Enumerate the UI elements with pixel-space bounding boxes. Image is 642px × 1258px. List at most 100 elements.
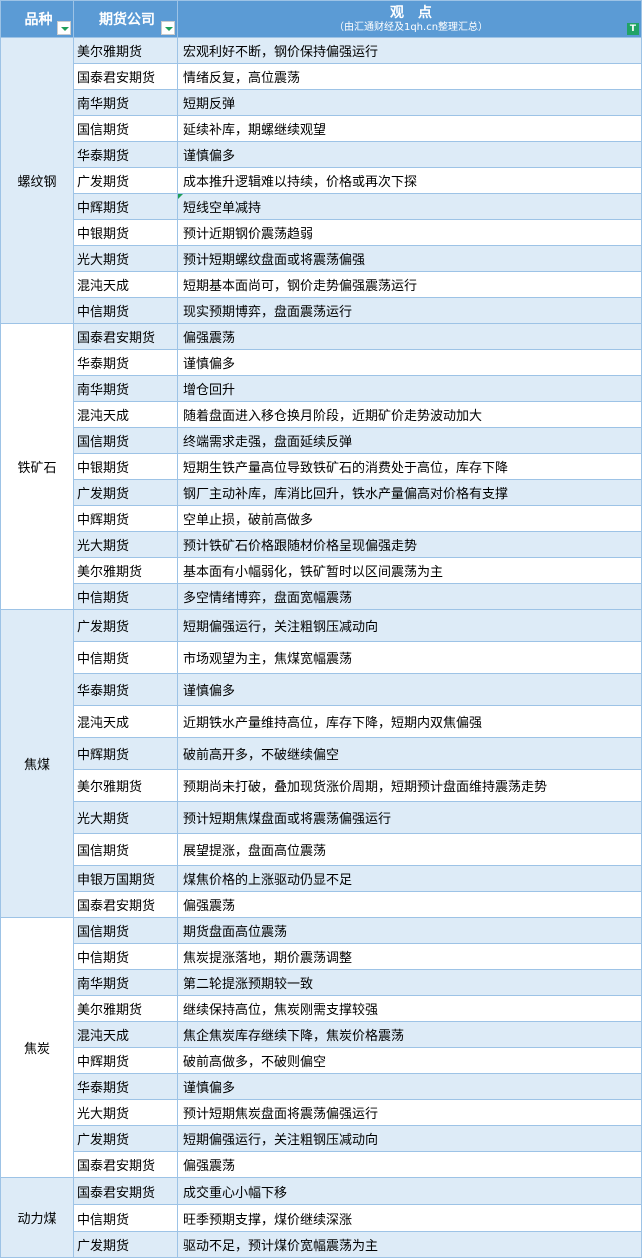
view-cell[interactable]: 市场观望为主，焦煤宽幅震荡 (177, 641, 642, 674)
view-cell[interactable]: 偏强震荡 (177, 323, 642, 350)
company-cell[interactable]: 混沌天成 (73, 705, 178, 738)
company-cell[interactable]: 广发期货 (73, 1125, 178, 1152)
view-cell[interactable]: 驱动不足，预计煤价宽幅震荡为主 (177, 1231, 642, 1258)
view-cell[interactable]: 谨慎偏多 (177, 673, 642, 706)
view-cell[interactable]: 预计铁矿石价格跟随材价格呈现偏强走势 (177, 531, 642, 558)
view-cell[interactable]: 偏强震荡 (177, 1151, 642, 1178)
view-cell[interactable]: 谨慎偏多 (177, 349, 642, 376)
view-cell[interactable]: 偏强震荡 (177, 891, 642, 918)
view-cell[interactable]: 预计近期钢价震荡趋弱 (177, 219, 642, 246)
company-cell[interactable]: 美尔雅期货 (73, 557, 178, 584)
view-cell[interactable]: 短线空单减持 (177, 193, 642, 220)
view-cell[interactable]: 第二轮提涨预期较一致 (177, 969, 642, 996)
view-cell[interactable]: 短期反弹 (177, 89, 642, 116)
company-cell[interactable]: 光大期货 (73, 245, 178, 272)
company-cell[interactable]: 中信期货 (73, 297, 178, 324)
company-cell[interactable]: 中辉期货 (73, 737, 178, 770)
table-row: 光大期货 预计短期焦炭盘面将震荡偏强运行 (1, 1099, 642, 1126)
view-cell[interactable]: 预期尚未打破，叠加现货涨价周期，短期预计盘面维持震荡走势 (177, 769, 642, 802)
view-cell[interactable]: 继续保持高位，焦炭刚需支撑较强 (177, 995, 642, 1022)
view-cell[interactable]: 旺季预期支撑，煤价继续深涨 (177, 1204, 642, 1232)
company-cell[interactable]: 中银期货 (73, 219, 178, 246)
view-cell[interactable]: 谨慎偏多 (177, 1073, 642, 1100)
company-cell[interactable]: 广发期货 (73, 1231, 178, 1258)
table-row: 中银期货 预计近期钢价震荡趋弱 (1, 219, 642, 246)
view-cell[interactable]: 终端需求走强，盘面延续反弹 (177, 427, 642, 454)
view-cell[interactable]: 成交重心小幅下移 (177, 1177, 642, 1205)
company-cell[interactable]: 光大期货 (73, 531, 178, 558)
company-cell[interactable]: 中信期货 (73, 943, 178, 970)
view-cell[interactable]: 增仓回升 (177, 375, 642, 402)
company-cell[interactable]: 中银期货 (73, 453, 178, 480)
filter-icon[interactable]: T (627, 23, 639, 35)
company-cell[interactable]: 华泰期货 (73, 349, 178, 376)
view-cell[interactable]: 破前高开多，不破继续偏空 (177, 737, 642, 770)
view-cell[interactable]: 预计短期螺纹盘面或将震荡偏强 (177, 245, 642, 272)
view-cell[interactable]: 短期偏强运行，关注粗钢压减动向 (177, 609, 642, 642)
company-cell[interactable]: 南华期货 (73, 89, 178, 116)
company-cell[interactable]: 混沌天成 (73, 271, 178, 298)
view-cell[interactable]: 短期生铁产量高位导致铁矿石的消费处于高位，库存下降 (177, 453, 642, 480)
view-cell[interactable]: 钢厂主动补库，库消比回升，铁水产量偏高对价格有支撑 (177, 479, 642, 506)
view-cell[interactable]: 焦炭提涨落地，期价震荡调整 (177, 943, 642, 970)
table-row: 光大期货 预计短期螺纹盘面或将震荡偏强 (1, 245, 642, 272)
company-cell[interactable]: 中信期货 (73, 1204, 178, 1232)
view-cell[interactable]: 延续补库，期螺继续观望 (177, 115, 642, 142)
company-cell[interactable]: 广发期货 (73, 609, 178, 642)
company-cell[interactable]: 广发期货 (73, 167, 178, 194)
company-cell[interactable]: 光大期货 (73, 801, 178, 834)
company-cell[interactable]: 南华期货 (73, 375, 178, 402)
view-cell[interactable]: 煤焦价格的上涨驱动仍显不足 (177, 865, 642, 892)
company-cell[interactable]: 国泰君安期货 (73, 63, 178, 90)
view-cell[interactable]: 随着盘面进入移仓换月阶段，近期矿价走势波动加大 (177, 401, 642, 428)
company-cell[interactable]: 光大期货 (73, 1099, 178, 1126)
view-cell[interactable]: 成本推升逻辑难以持续，价格或再次下探 (177, 167, 642, 194)
view-cell[interactable]: 现实预期博弈，盘面震荡运行 (177, 297, 642, 324)
view-cell[interactable]: 展望提涨，盘面高位震荡 (177, 833, 642, 866)
table-row: 中银期货 短期生铁产量高位导致铁矿石的消费处于高位，库存下降 (1, 453, 642, 480)
company-cell[interactable]: 美尔雅期货 (73, 995, 178, 1022)
view-cell[interactable]: 空单止损，破前高做多 (177, 505, 642, 532)
company-cell[interactable]: 华泰期货 (73, 1073, 178, 1100)
company-cell[interactable]: 美尔雅期货 (73, 769, 178, 802)
view-cell[interactable]: 焦企焦炭库存继续下降，焦炭价格震荡 (177, 1021, 642, 1048)
company-cell[interactable]: 中信期货 (73, 641, 178, 674)
company-cell[interactable]: 国信期货 (73, 115, 178, 142)
table-row: 混沌天成 随着盘面进入移仓换月阶段，近期矿价走势波动加大 (1, 401, 642, 428)
company-cell[interactable]: 国泰君安期货 (73, 891, 178, 918)
view-cell[interactable]: 近期铁水产量维持高位，库存下降，短期内双焦偏强 (177, 705, 642, 738)
company-cell[interactable]: 混沌天成 (73, 401, 178, 428)
company-cell[interactable]: 华泰期货 (73, 673, 178, 706)
company-cell[interactable]: 国信期货 (73, 917, 178, 944)
company-cell[interactable]: 广发期货 (73, 479, 178, 506)
company-cell[interactable]: 华泰期货 (73, 141, 178, 168)
view-cell[interactable]: 破前高做多，不破则偏空 (177, 1047, 642, 1074)
table-row: 光大期货 预计短期焦煤盘面或将震荡偏强运行 (1, 801, 642, 834)
view-cell[interactable]: 预计短期焦炭盘面将震荡偏强运行 (177, 1099, 642, 1126)
company-cell[interactable]: 美尔雅期货 (73, 37, 178, 64)
view-cell[interactable]: 宏观利好不断，钢价保持偏强运行 (177, 37, 642, 64)
view-cell[interactable]: 多空情绪博弈，盘面宽幅震荡 (177, 583, 642, 610)
view-cell[interactable]: 预计短期焦煤盘面或将震荡偏强运行 (177, 801, 642, 834)
dropdown-filter-button[interactable] (161, 21, 175, 35)
company-cell[interactable]: 国泰君安期货 (73, 1177, 178, 1205)
view-cell[interactable]: 期货盘面高位震荡 (177, 917, 642, 944)
company-cell[interactable]: 南华期货 (73, 969, 178, 996)
company-cell[interactable]: 国泰君安期货 (73, 323, 178, 350)
company-cell[interactable]: 申银万国期货 (73, 865, 178, 892)
view-cell[interactable]: 情绪反复，高位震荡 (177, 63, 642, 90)
view-cell[interactable]: 谨慎偏多 (177, 141, 642, 168)
dropdown-filter-button[interactable] (57, 21, 71, 35)
company-cell[interactable]: 中辉期货 (73, 505, 178, 532)
company-cell[interactable]: 中信期货 (73, 583, 178, 610)
company-cell[interactable]: 中辉期货 (73, 193, 178, 220)
company-cell[interactable]: 混沌天成 (73, 1021, 178, 1048)
view-cell[interactable]: 短期偏强运行，关注粗钢压减动向 (177, 1125, 642, 1152)
view-cell[interactable]: 基本面有小幅弱化，铁矿暂时以区间震荡为主 (177, 557, 642, 584)
company-cell[interactable]: 国信期货 (73, 833, 178, 866)
company-cell[interactable]: 国信期货 (73, 427, 178, 454)
company-cell[interactable]: 中辉期货 (73, 1047, 178, 1074)
view-cell[interactable]: 短期基本面尚可，钢价走势偏强震荡运行 (177, 271, 642, 298)
company-cell[interactable]: 国泰君安期货 (73, 1151, 178, 1178)
table-row: 混沌天成 近期铁水产量维持高位，库存下降，短期内双焦偏强 (1, 705, 642, 738)
